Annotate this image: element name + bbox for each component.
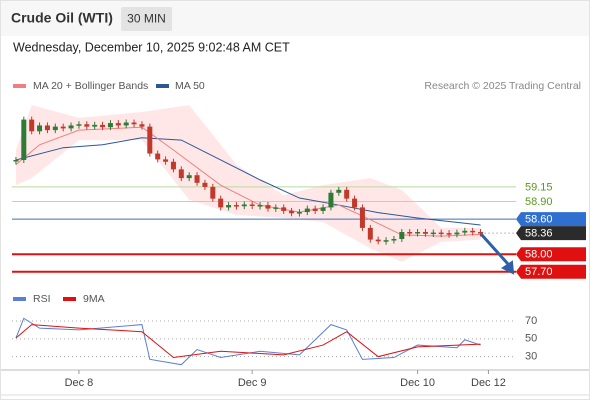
indicator-line: [15, 317, 481, 366]
level-label-box: [516, 212, 586, 227]
candle-body: [304, 208, 310, 213]
candle-body: [202, 182, 208, 187]
candle-body: [344, 189, 350, 199]
level-label: 58.60: [525, 214, 553, 226]
rsi-panel: 70 50 30 RSI 9MA: [12, 293, 537, 366]
candle-body: [37, 125, 43, 132]
y-tick-label: 50: [525, 333, 537, 345]
level-label-box: [516, 226, 586, 241]
candle-body: [273, 207, 279, 209]
candle-body: [92, 124, 98, 127]
y-tick-label: 70: [525, 315, 537, 327]
level-label-box: [516, 247, 586, 262]
candle-body: [13, 159, 19, 162]
candle-body: [178, 169, 184, 179]
candle-body: [241, 204, 247, 207]
candle-body: [415, 231, 421, 234]
candle-body: [399, 231, 405, 240]
x-tick-label: Dec 9: [238, 377, 267, 389]
level-label: 57.70: [525, 266, 553, 278]
copyright: Research © 2025 Trading Central: [424, 80, 581, 92]
candle-body: [107, 123, 113, 128]
candle-body: [100, 124, 106, 128]
interval-label: 30 MIN: [127, 12, 166, 26]
level-label: 58.36: [525, 228, 553, 240]
candle-body: [438, 232, 444, 235]
candle-body: [115, 123, 121, 126]
level-label: 59.15: [525, 181, 553, 193]
candle-body: [84, 124, 90, 127]
candle-body: [249, 204, 255, 206]
candle-body: [21, 119, 27, 160]
indicator-line: [15, 324, 481, 359]
candle-body: [139, 124, 145, 127]
candle-body: [257, 205, 263, 207]
x-tick-label: Dec 8: [65, 377, 94, 389]
header-bar: [1, 1, 589, 36]
legend-label: MA 50: [175, 80, 205, 92]
candle-body: [328, 192, 334, 208]
candle-body: [359, 207, 365, 228]
price-panel: 59.15 58.90 58.60 58.36 58.00 57.70 Dec 8 Dec 9…: [12, 80, 586, 389]
candle-body: [336, 189, 342, 193]
level-label: 58.00: [525, 249, 553, 261]
candle-body: [383, 240, 389, 242]
forecast-arrow: [479, 232, 510, 266]
forecast-arrow-head: [501, 260, 515, 275]
candle-body: [76, 124, 82, 126]
level-label-box: [516, 264, 586, 279]
candle-body: [52, 126, 58, 131]
timestamp: Wednesday, December 10, 2025 9:02:48 AM …: [13, 40, 290, 54]
candle-body: [194, 175, 200, 183]
instrument-title: Crude Oil (WTI): [11, 10, 113, 26]
candle-body: [218, 198, 224, 208]
candle-body: [155, 153, 161, 160]
y-tick-label: 30: [525, 351, 537, 363]
level-label: 58.90: [525, 196, 553, 208]
candle-body: [163, 159, 169, 162]
ma50-line: [15, 137, 481, 226]
candle-body: [29, 119, 35, 132]
candle-body: [422, 231, 428, 234]
candle-body: [186, 175, 192, 179]
candle-body: [131, 122, 137, 125]
candle-body: [470, 230, 476, 233]
candle-body: [462, 230, 468, 233]
candle-body: [68, 125, 74, 129]
candle-body: [210, 186, 216, 199]
candle-body: [352, 198, 358, 208]
legend-label: MA 20 + Bollinger Bands: [33, 80, 148, 92]
candle-body: [478, 231, 484, 234]
candle-body: [320, 207, 326, 211]
candle-body: [226, 205, 232, 208]
candle-body: [60, 126, 66, 129]
legend-label: RSI: [33, 293, 51, 305]
x-tick-label: Dec 10: [400, 377, 435, 389]
candle-body: [430, 232, 436, 235]
candle-body: [391, 239, 397, 241]
candle-body: [289, 210, 295, 214]
candle-body: [296, 212, 302, 214]
candle-body: [407, 231, 413, 234]
candle-body: [375, 239, 381, 242]
candle-body: [170, 161, 176, 170]
candle-body: [123, 122, 129, 126]
candle-body: [446, 233, 452, 235]
interval-badge: [121, 7, 172, 31]
candle-body: [312, 208, 318, 211]
candle-body: [233, 205, 239, 207]
candle-body: [44, 125, 50, 131]
candle-body: [281, 207, 287, 211]
candle-body: [367, 227, 373, 240]
candle-body: [147, 126, 153, 154]
x-tick-label: Dec 12: [471, 377, 506, 389]
candle-body: [265, 205, 271, 209]
candle-body: [454, 232, 460, 235]
legend-label: 9MA: [83, 293, 105, 305]
